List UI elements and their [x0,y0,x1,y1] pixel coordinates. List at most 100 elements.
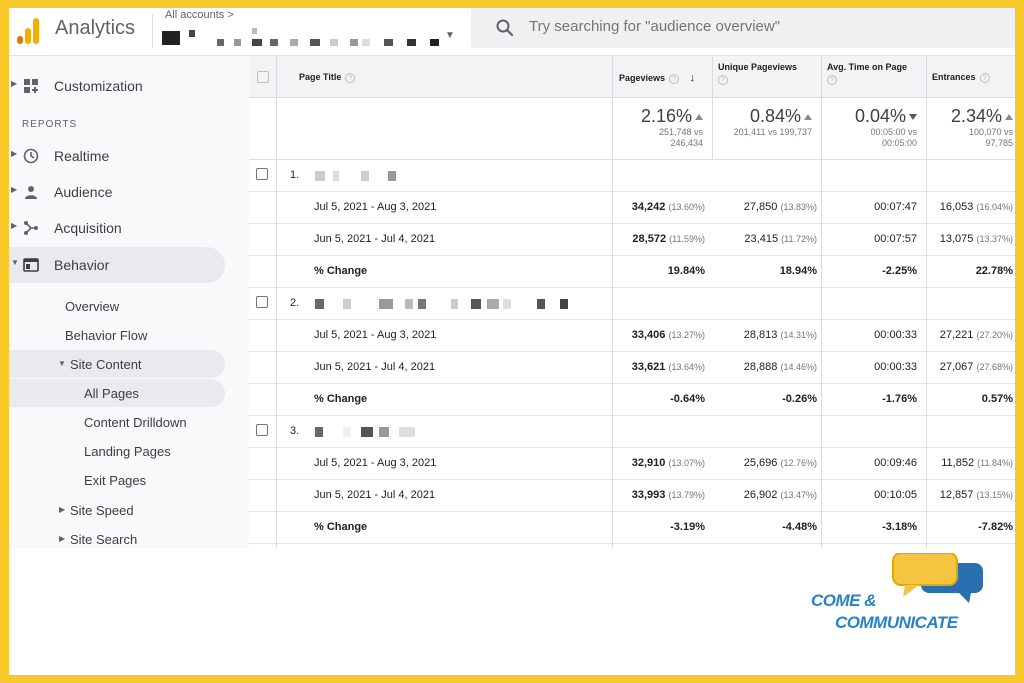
sidebar-item-content-drilldown[interactable]: Content Drilldown [84,415,187,430]
data-table: Page Title? Pageviews? ↓ Unique Pageview… [249,56,1015,548]
date-range-row: Jun 5, 2021 - Jul 4, 2021 33,993 (13.79%)… [249,480,1015,512]
entrances-cell: -7.82% [978,521,1013,533]
date-range-label: Jun 5, 2021 - Jul 4, 2021 [314,489,436,501]
pageviews-cell: 28,572 (11.59%) [632,233,705,245]
sidebar-item-label: Customization [54,78,143,94]
help-icon[interactable]: ? [718,75,728,85]
date-range-row: Jul 5, 2021 - Aug 3, 2021 32,910 (13.07%)… [249,448,1015,480]
redacted-page-title [315,427,323,437]
date-range-row: Jun 5, 2021 - Jul 4, 2021 28,572 (11.59%)… [249,224,1015,256]
header-unique-pageviews[interactable]: Unique Pageviews? [718,62,798,85]
help-icon[interactable]: ? [669,73,680,84]
redacted-page-title [537,299,545,309]
header-page-title[interactable]: Page Title? [299,72,356,83]
unique-pageviews-cell: 28,813 (14.31%) [743,329,817,341]
row-checkbox[interactable] [256,168,268,180]
avg-time-cell: 00:10:05 [874,489,917,501]
window-icon [23,258,39,272]
help-icon[interactable]: ? [345,72,356,83]
redacted-page-title [405,299,413,309]
chevron-right-icon: ▶ [11,185,18,194]
sidebar-item-overview[interactable]: Overview [65,299,120,314]
help-icon[interactable]: ? [979,72,990,83]
header-entrances[interactable]: Entrances? [932,72,990,83]
account-breadcrumb[interactable]: All accounts > [165,9,234,21]
redacted-page-title [451,299,458,309]
help-icon[interactable]: ? [827,75,837,85]
pageviews-cell: 32,910 (13.07%) [631,457,705,469]
brand-logo: COME & COMMUNICATE [809,553,1009,638]
chevron-down-icon: ▼ [58,359,66,368]
sidebar-item-acquisition[interactable]: ▶ Acquisition [9,210,249,246]
total-avg-time: 0.04% 00:05:00 vs 00:05:00 [854,106,917,148]
table-row[interactable]: 2. [249,288,1015,320]
chevron-down-icon[interactable]: ▼ [445,30,455,41]
entrances-cell: 13,075 (13.37%) [939,233,1013,245]
entrances-cell: 27,221 (27.20%) [939,329,1013,341]
pageviews-cell: 33,406 (13.27%) [631,329,705,341]
sidebar-item-site-search[interactable]: ▶ Site Search [59,532,138,547]
redacted-page-title [503,299,511,309]
header-avg-time[interactable]: Avg. Time on Page? [827,62,908,85]
row-index: 1. [290,169,300,181]
sidebar-item-realtime[interactable]: ▶ Realtime [9,138,249,174]
search-bar[interactable]: Try searching for "audience overview" [471,8,1015,48]
entrances-cell: 0.57% [981,393,1013,405]
sort-down-arrow-icon[interactable]: ↓ [689,72,696,84]
date-range-label: % Change [314,265,368,277]
entrances-cell: 12,857 (13.15%) [939,489,1013,501]
chevron-right-icon: ▶ [11,79,18,88]
redacted-page-title [388,171,396,181]
row-index: 2. [290,297,300,309]
select-all-checkbox[interactable] [257,71,269,83]
sidebar-item-behavior-flow[interactable]: Behavior Flow [65,328,148,343]
table-row[interactable]: 3. [249,416,1015,448]
row-index: 3. [290,425,300,437]
sidebar-item-site-speed[interactable]: ▶ Site Speed [59,503,134,518]
unique-pageviews-cell: 26,902 (13.47%) [743,489,817,501]
date-range-label: Jul 5, 2021 - Aug 3, 2021 [314,457,437,469]
redacted-page-title [471,299,481,309]
sidebar-item-exit-pages[interactable]: Exit Pages [84,473,147,488]
chevron-right-icon: ▶ [59,534,66,543]
unique-pageviews-cell: 23,415 (11.72%) [744,233,817,245]
row-checkbox[interactable] [256,424,268,436]
arrow-down-icon [909,114,917,121]
totals-row: 2.16% 251,748 vs 246,434 0.84% 201,411 v… [249,98,1015,160]
date-range-row: Jul 5, 2021 - Aug 3, 2021 34,242 (13.60%)… [249,192,1015,224]
sidebar-item-site-content[interactable]: ▼ Site Content [9,350,225,378]
redacted-page-title [418,299,426,309]
redacted-page-title [379,299,393,309]
screenshot-frame: Analytics All accounts > ▼ Tr [9,8,1015,675]
sidebar-item-audience[interactable]: ▶ Audience [9,174,249,210]
date-range-label: Jun 5, 2021 - Jul 4, 2021 [314,361,436,373]
arrow-up-icon [804,114,812,121]
pageviews-cell: 33,993 (13.79%) [631,489,705,501]
avg-time-cell: 00:07:47 [874,201,917,213]
header-pageviews[interactable]: Pageviews? ↓ [619,72,696,84]
row-checkbox[interactable] [256,296,268,308]
pageviews-cell: 34,242 (13.60%) [631,201,705,213]
entrances-cell: 27,067 (27.68%) [939,361,1013,373]
unique-pageviews-cell: 28,888 (14.46%) [743,361,817,373]
change-row: % Change -3.19% -4.48% -3.18% -7.82% [249,512,1015,544]
redacted-page-title [487,299,499,309]
table-row[interactable]: 1. [249,160,1015,192]
account-selector-redacted[interactable] [162,28,462,48]
unique-pageviews-cell: 25,696 (12.76%) [743,457,817,469]
pageviews-cell: 19.84% [667,265,705,277]
column-divider [276,56,277,548]
sidebar-item-all-pages[interactable]: All Pages [9,379,225,407]
person-icon [25,186,37,199]
column-divider [821,56,822,548]
reports-section-label: REPORTS [22,119,78,130]
pageviews-cell: -3.19% [670,521,705,533]
entrances-cell: 22.78% [975,265,1013,277]
change-row: % Change -0.64% -0.26% -1.76% 0.57% [249,384,1015,416]
sidebar-item-behavior[interactable]: ▼ Behavior [9,247,225,283]
avg-time-cell: 00:00:33 [874,329,917,341]
sidebar-item-customization[interactable]: ▶ Customization [9,68,249,104]
top-bar: Analytics All accounts > ▼ Tr [9,8,1015,56]
chevron-right-icon: ▶ [11,149,18,158]
sidebar-item-landing-pages[interactable]: Landing Pages [84,444,171,459]
